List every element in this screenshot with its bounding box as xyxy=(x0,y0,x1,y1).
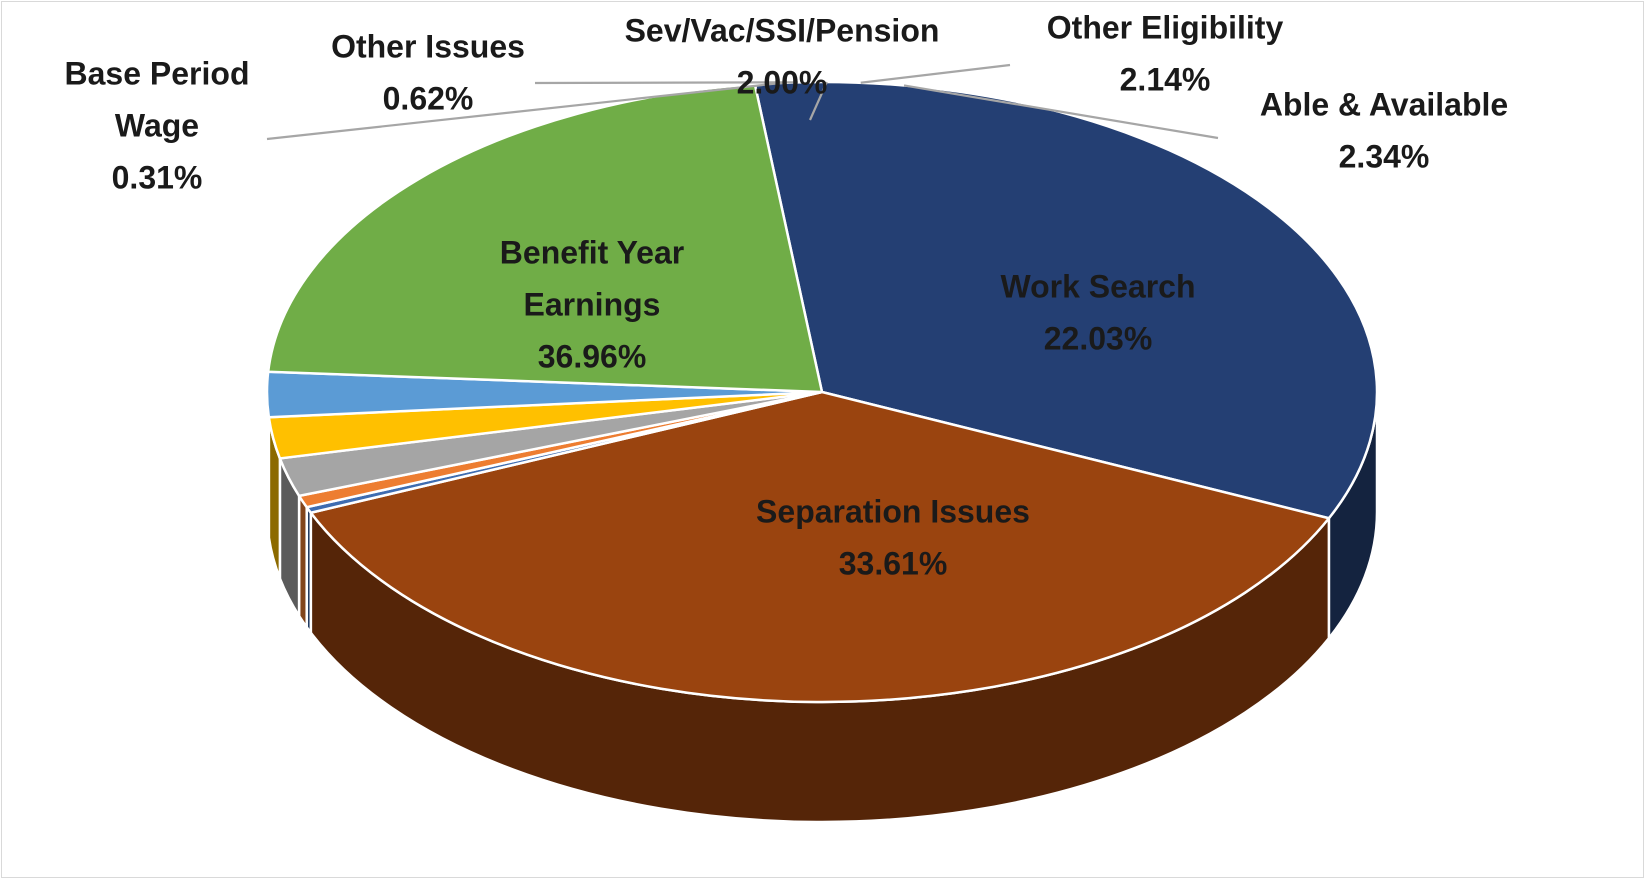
leader-line-othereligibility xyxy=(860,63,1011,84)
pie-slice-benefit xyxy=(309,390,1331,704)
leader-line-otherissues xyxy=(534,81,798,85)
slice-label-baseperiod-name-1: Wage xyxy=(115,107,199,143)
slice-label-worksearch-name-0: Work Search xyxy=(1000,268,1195,304)
slice-label-otherissues-name-0: Other Issues xyxy=(331,28,525,64)
slice-label-benefit-name-1: Earnings xyxy=(524,286,661,322)
pie-top xyxy=(265,80,1379,704)
slice-label-benefit-name-0: Benefit Year xyxy=(500,234,684,270)
leader-lines xyxy=(266,63,1219,141)
slice-label-able-name-0: Able & Available xyxy=(1260,86,1508,122)
slice-labels: Separation Issues 33.61% Benefit Year Earni… xyxy=(65,9,1509,581)
slice-label-separation-value: 33.61% xyxy=(839,545,948,581)
leader-line-baseperiod xyxy=(266,81,784,141)
slice-label-baseperiod-name-0: Base Period xyxy=(65,55,250,91)
leader-line-sev xyxy=(808,81,828,121)
slice-label-worksearch-value: 22.03% xyxy=(1044,320,1153,356)
slice-label-otherissues-value: 0.62% xyxy=(383,80,474,116)
slice-label-baseperiod-value: 0.31% xyxy=(112,159,203,195)
slice-label-othereligibility-name-0: Other Eligibility xyxy=(1047,9,1284,45)
slice-label-sev-name-0: Sev/Vac/SSI/Pension xyxy=(625,12,940,48)
slice-label-sev-value: 2.00% xyxy=(737,64,828,100)
slice-label-separation-name-0: Separation Issues xyxy=(756,493,1030,529)
leader-line-able xyxy=(903,84,1219,140)
slice-label-able-value: 2.34% xyxy=(1339,138,1430,174)
slice-label-benefit-value: 36.96% xyxy=(538,338,647,374)
pie-slice-separation xyxy=(753,80,1379,520)
slice-label-othereligibility-value: 2.14% xyxy=(1120,61,1211,97)
